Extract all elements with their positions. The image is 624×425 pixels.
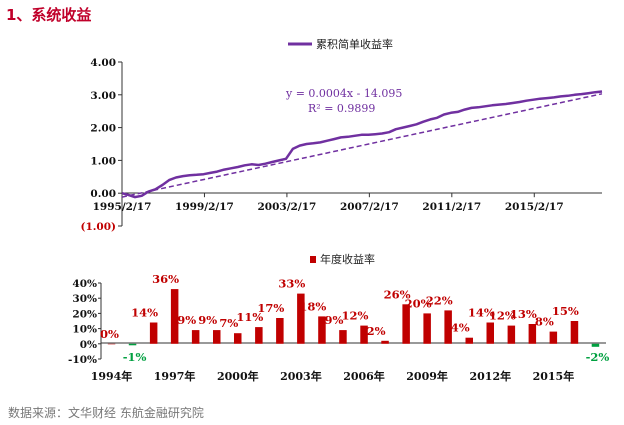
bar bbox=[149, 322, 158, 344]
bar-y-tick-label: 40% bbox=[72, 278, 97, 290]
bar bbox=[107, 343, 116, 345]
bar-value-label: 7% bbox=[219, 316, 238, 330]
bar bbox=[339, 330, 347, 344]
bar-value-labels: 0%-1%14%36%9% 9% 7%11%17%33%18%9%12%2%26%2… bbox=[100, 272, 609, 364]
bar bbox=[381, 340, 389, 344]
bar bbox=[360, 325, 368, 344]
bar-value-label: 36% bbox=[152, 272, 179, 286]
bar-value-label: 15% bbox=[552, 304, 579, 318]
bar-value-label: 26% bbox=[384, 287, 411, 301]
bar-value-label: 20% bbox=[405, 296, 432, 310]
line-x-ticks: 1995/2/17 1999/2/17 2003/2/17 2007/2/17 2011… bbox=[93, 193, 564, 213]
trendline bbox=[121, 93, 603, 198]
bar bbox=[276, 318, 284, 344]
line-x-tick-label: 2003/2/17 bbox=[258, 201, 317, 213]
bar-value-label: 9% bbox=[198, 313, 217, 327]
bar-x-tick-label: 1997年 bbox=[154, 369, 196, 383]
bar bbox=[486, 322, 494, 344]
bar bbox=[528, 324, 537, 344]
bar bbox=[234, 333, 242, 344]
bar-value-label: 0% bbox=[100, 327, 119, 341]
bar-x-tick-label: 2009年 bbox=[406, 369, 448, 383]
line-y-tick-label: 1.00 bbox=[90, 155, 116, 167]
bar-x-tick-label: 2003年 bbox=[280, 369, 322, 383]
bar-series bbox=[107, 289, 600, 347]
bar-value-label: 11% bbox=[236, 310, 263, 324]
bar-x-tick-label: 2000年 bbox=[217, 369, 259, 383]
bar bbox=[318, 316, 326, 344]
bar bbox=[591, 343, 600, 347]
bar bbox=[128, 343, 137, 346]
bar-y-tick-label: 20% bbox=[72, 308, 97, 320]
line-x-tick-label: 2011/2/17 bbox=[422, 201, 481, 213]
line-y-ticks: 4.00 3.00 2.00 1.00 0.00 (1.00) bbox=[80, 57, 122, 233]
bar-y-tick-label: 30% bbox=[72, 293, 97, 305]
bar-y-tick-label: -10% bbox=[68, 354, 97, 366]
trend-r-squared: R² = 0.9899 bbox=[308, 102, 375, 115]
bar-value-label: 12% bbox=[342, 309, 369, 323]
bar bbox=[465, 337, 473, 344]
bar-value-label: 33% bbox=[278, 277, 305, 291]
bar-x-tick-label: 2012年 bbox=[469, 369, 511, 383]
line-y-tick-label: 4.00 bbox=[90, 57, 116, 69]
section-heading: 1、系统收益 bbox=[6, 6, 92, 24]
bar-value-label: -1% bbox=[123, 350, 147, 364]
bar bbox=[423, 313, 431, 344]
bar-value-label: 9% bbox=[325, 313, 344, 327]
bar-value-label: 12% bbox=[489, 309, 516, 323]
line-legend: 累积简单收益率 bbox=[288, 37, 393, 51]
bar-value-label: 14% bbox=[468, 306, 495, 320]
bar bbox=[255, 327, 263, 344]
source-note: 数据来源：文华财经 东航金融研究院 bbox=[8, 406, 204, 420]
line-y-tick-label: 2.00 bbox=[90, 123, 116, 135]
bar bbox=[570, 321, 579, 344]
line-y-tick-label: (1.00) bbox=[80, 221, 116, 233]
line-x-tick-label: 2007/2/17 bbox=[340, 201, 399, 213]
bar bbox=[170, 289, 179, 344]
bar-value-label: 8% bbox=[535, 315, 554, 329]
line-x-tick-label: 1995/2/17 bbox=[93, 201, 152, 213]
line-y-tick-label: 3.00 bbox=[90, 90, 116, 102]
bar-y-ticks: 40% 30% 20% 10% 0% -10% bbox=[68, 278, 101, 366]
bar bbox=[444, 310, 452, 344]
bar-value-label: 4% bbox=[451, 321, 470, 335]
line-x-tick-label: 2015/2/17 bbox=[505, 201, 564, 213]
bar bbox=[191, 330, 200, 344]
bar-legend: 年度收益率 bbox=[310, 252, 375, 266]
bar-x-tick-label: 1994年 bbox=[91, 369, 133, 383]
cumulative-return-series bbox=[121, 90, 603, 199]
bar bbox=[507, 325, 516, 344]
bar bbox=[402, 304, 410, 344]
line-legend-label: 累积简单收益率 bbox=[316, 37, 393, 51]
bar bbox=[213, 330, 221, 344]
bar-legend-swatch bbox=[310, 256, 316, 263]
bar bbox=[549, 331, 558, 344]
line-x-tick-label: 1999/2/17 bbox=[175, 201, 234, 213]
bar bbox=[297, 293, 305, 344]
bar-value-label: 9% bbox=[177, 313, 196, 327]
bar-y-tick-label: 0% bbox=[80, 339, 97, 351]
bar-value-label: 14% bbox=[131, 306, 158, 320]
bar-value-label: 18% bbox=[299, 299, 326, 313]
bar-value-label: 2% bbox=[367, 324, 386, 338]
trend-equation: y = 0.0004x - 14.095 bbox=[285, 87, 402, 100]
bar-value-label: 22% bbox=[426, 293, 453, 307]
bar-x-ticks: 1994年 1997年 2000年 2003年 2006年 2009年 2012年 2015年 bbox=[91, 369, 575, 383]
bar-x-tick-label: 2015年 bbox=[533, 369, 575, 383]
bar-x-tick-label: 2006年 bbox=[343, 369, 385, 383]
bar-value-label: 13% bbox=[510, 307, 537, 321]
line-y-tick-label: 0.00 bbox=[90, 188, 116, 200]
bar-legend-label: 年度收益率 bbox=[320, 252, 375, 266]
bar-value-label: 17% bbox=[257, 301, 284, 315]
bar-value-label: -2% bbox=[586, 350, 610, 364]
bar-y-tick-label: 10% bbox=[72, 324, 97, 336]
